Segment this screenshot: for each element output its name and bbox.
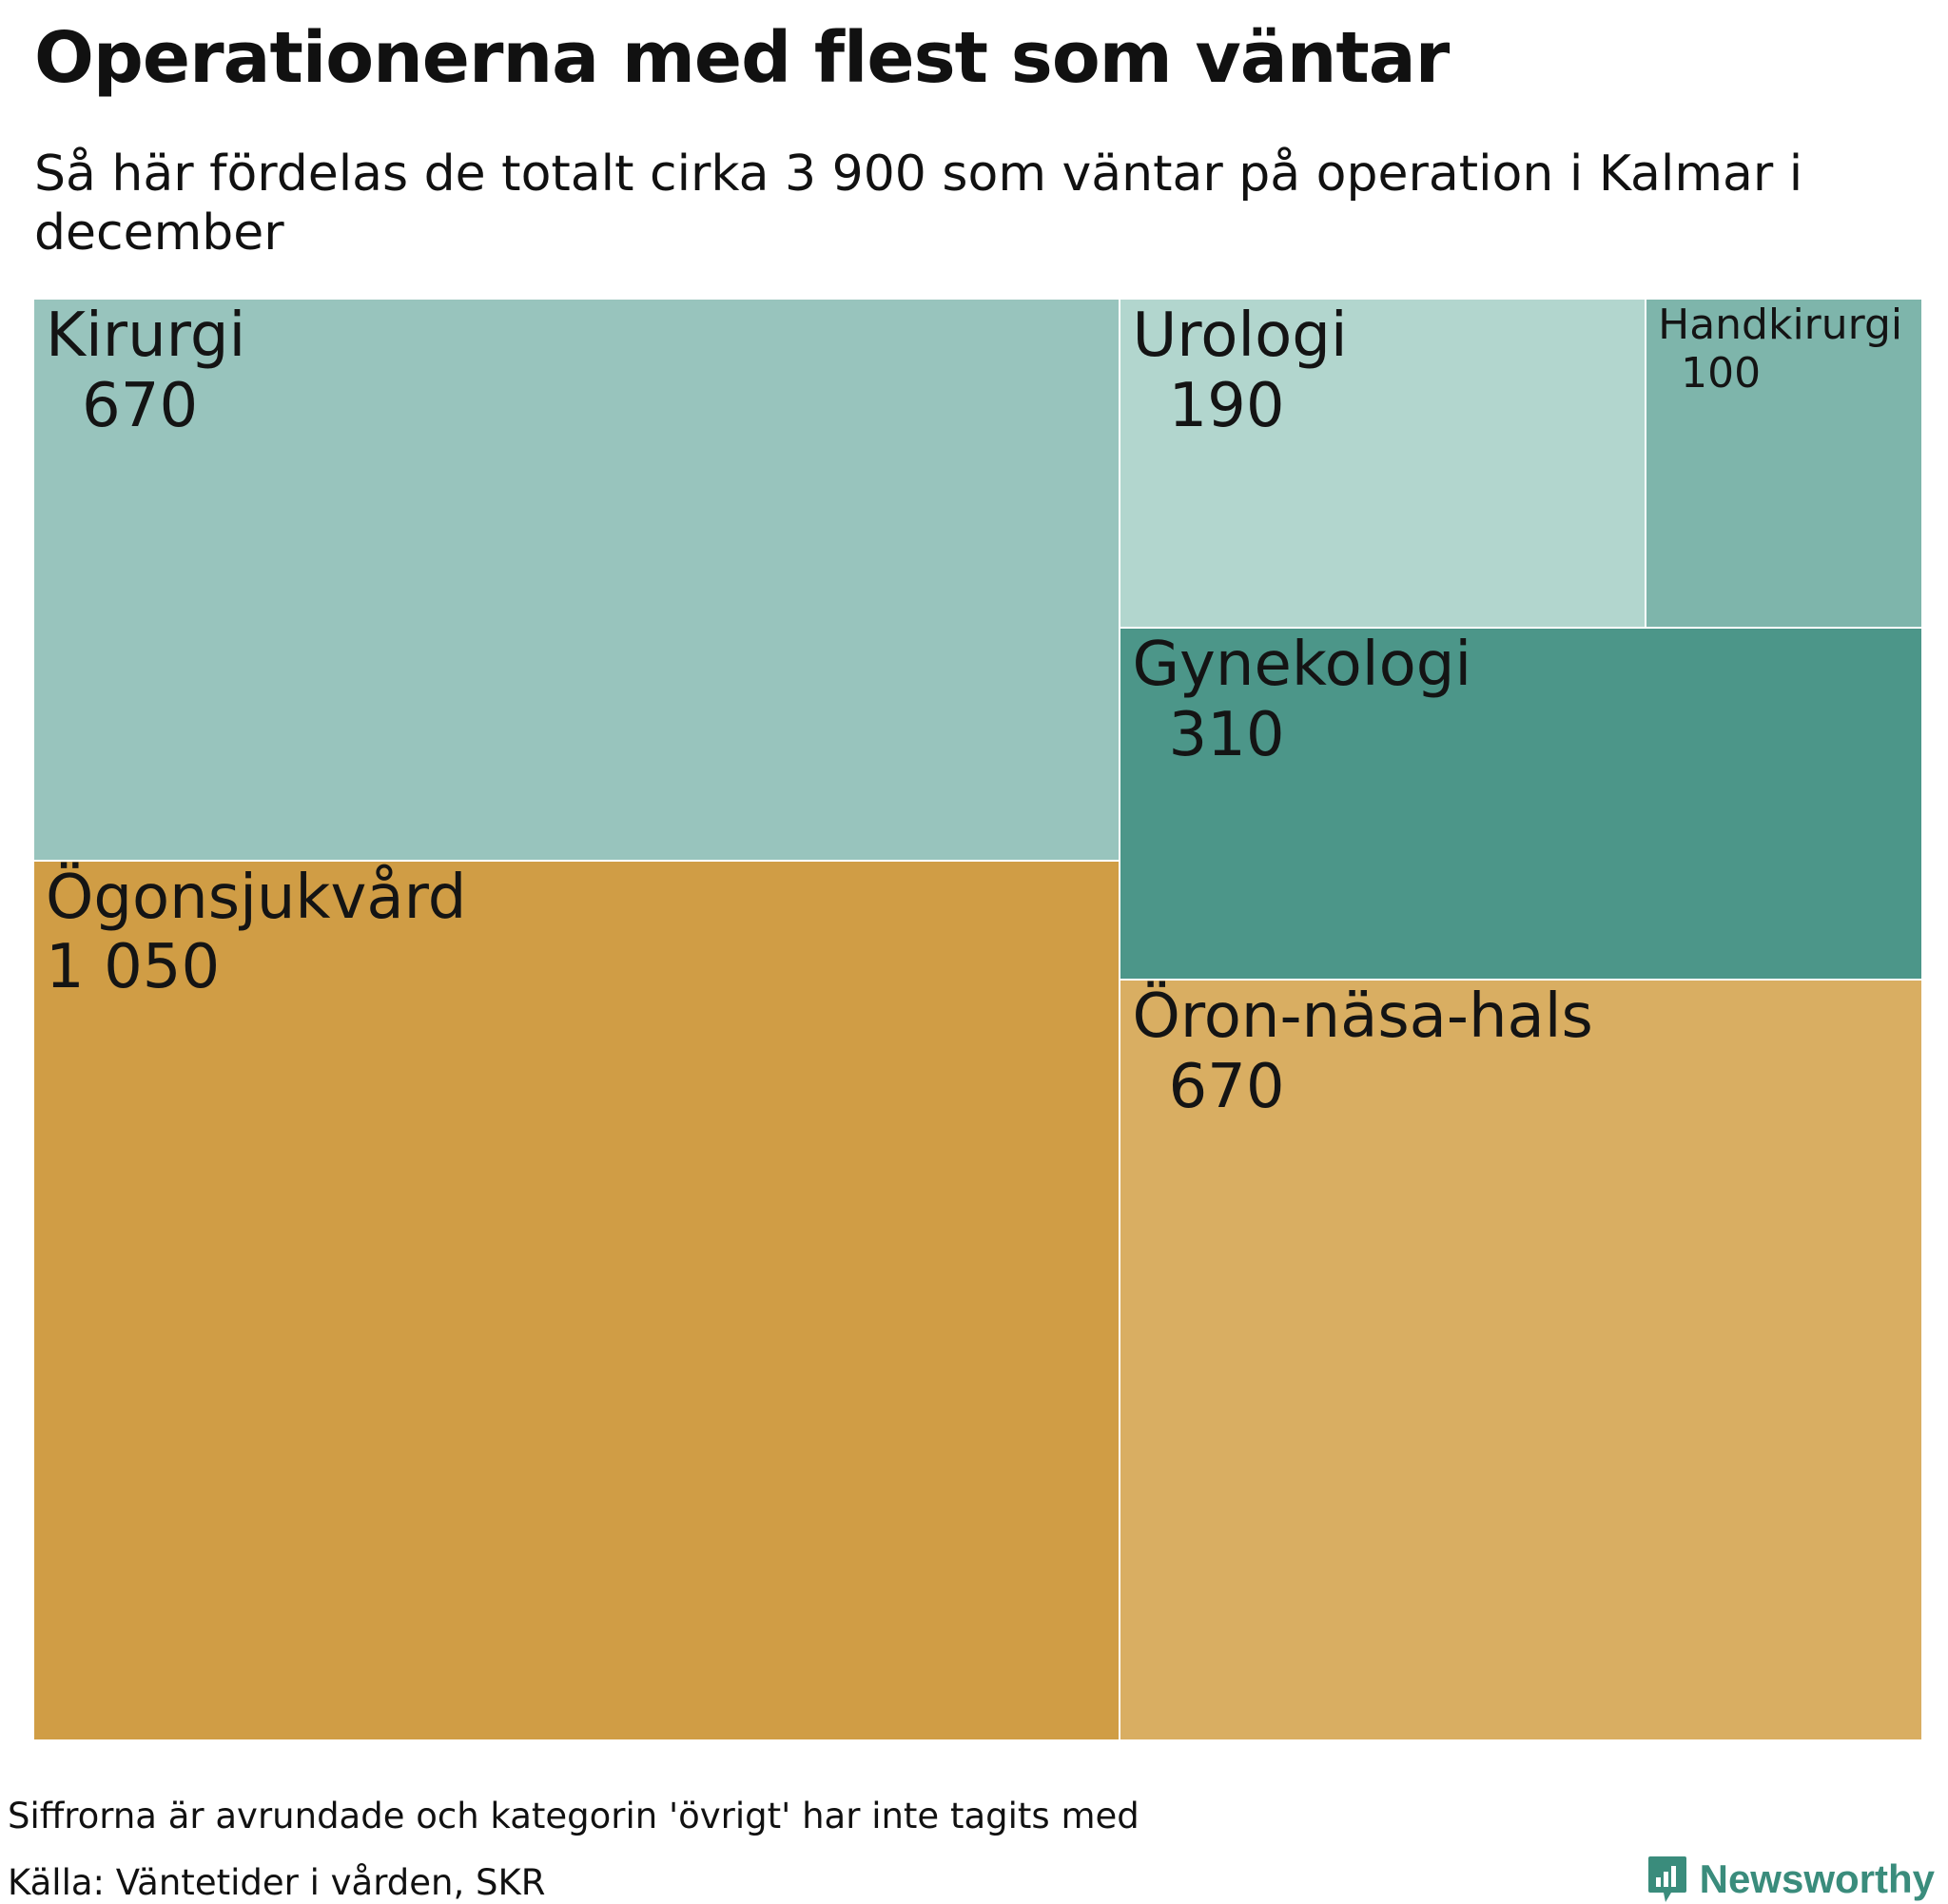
treemap-cell-handkirurgi: Handkirurgi 100 [1646, 300, 1921, 628]
source-text: Källa: Väntetider i vården, SKR [8, 1862, 546, 1903]
cell-label: Handkirurgi 100 [1658, 301, 1902, 398]
treemap-cell-ogonsjukvard: Ögonsjukvård 1 050 [34, 861, 1120, 1739]
footnote: Siffrorna är avrundade och kategorin 'öv… [8, 1796, 1140, 1836]
cell-label: Kirurgi 670 [46, 301, 245, 441]
cell-value-label: 670 [82, 370, 199, 441]
chart-title: Operationerna med flest som väntar [34, 17, 1450, 99]
newsworthy-logo: Newsworthy [1646, 1855, 1935, 1904]
cell-value-label: 190 [1168, 370, 1285, 441]
cell-value-label: 310 [1168, 699, 1285, 770]
cell-category-label: Öron-näsa-hals [1132, 981, 1593, 1053]
cell-category-label: Urologi [1132, 301, 1348, 371]
cell-category-label: Kirurgi [46, 301, 246, 371]
treemap-cell-urologi: Urologi 190 [1120, 300, 1646, 628]
cell-category-label: Ögonsjukvård [46, 862, 467, 933]
chart-subtitle: Så här fördelas de totalt cirka 3 900 so… [34, 146, 1803, 262]
treemap-cell-gynekologi: Gynekologi 310 [1120, 629, 1921, 980]
cell-value-label: 1 050 [46, 932, 221, 1003]
brand-name: Newsworthy [1699, 1856, 1935, 1901]
cell-category-label: Gynekologi [1132, 630, 1472, 701]
cell-label: Gynekologi 310 [1132, 631, 1471, 770]
cell-value-label: 100 [1681, 348, 1762, 398]
cell-label: Urologi 190 [1132, 301, 1347, 441]
treemap-chart: Ögonsjukvård 1 050 Kirurgi 670 Öron-näsa-hal… [34, 300, 1923, 1741]
treemap-cell-kirurgi: Kirurgi 670 [34, 300, 1120, 860]
bar-chart-speech-bubble-icon [1647, 1856, 1686, 1902]
cell-label: Ögonsjukvård 1 050 [46, 862, 467, 1003]
cell-value-label: 670 [1168, 1051, 1285, 1122]
cell-label: Öron-näsa-hals 670 [1132, 982, 1592, 1122]
treemap-cell-oron-nasa-hals: Öron-näsa-hals 670 [1120, 981, 1921, 1739]
cell-category-label: Handkirurgi [1658, 301, 1903, 349]
